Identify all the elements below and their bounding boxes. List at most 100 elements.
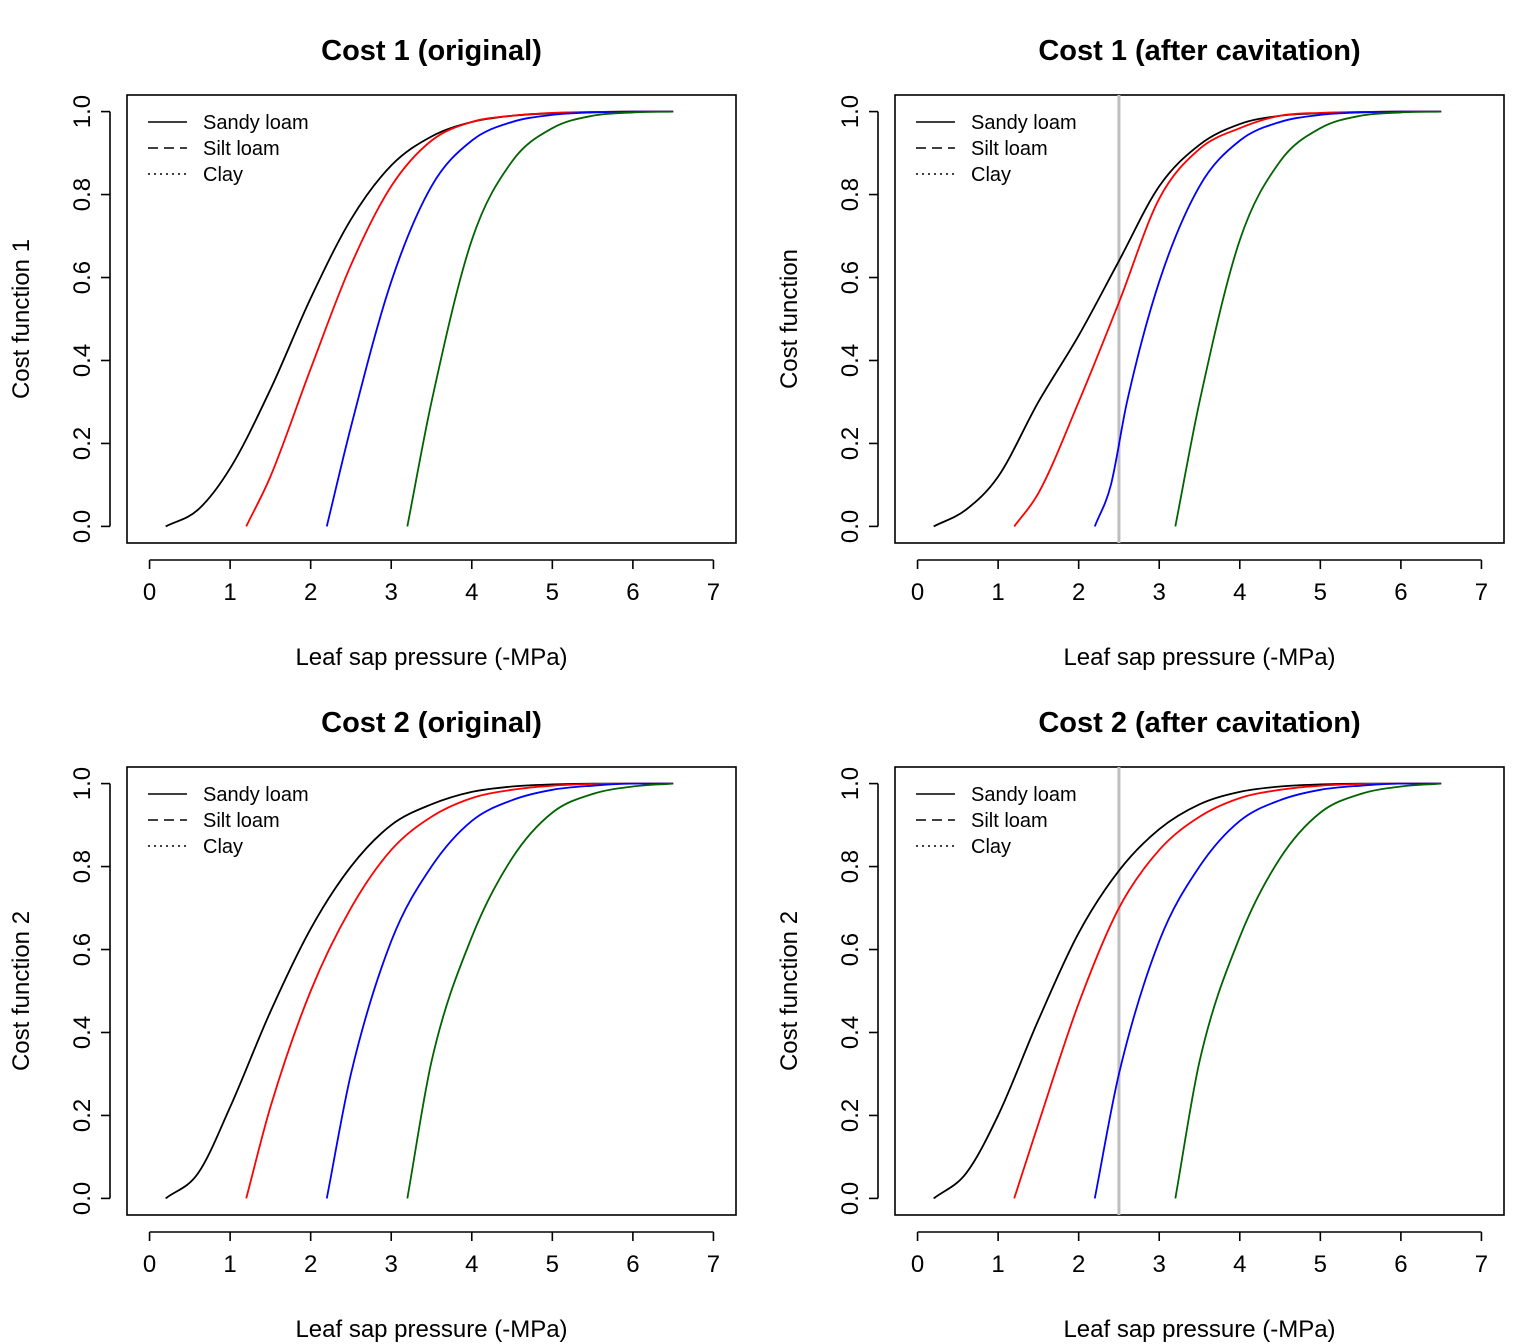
panel-2: Cost 1 (after cavitation) 0 1 2 3 4 5 6 7 Leaf sa… xyxy=(776,35,1505,671)
legend-label: Silt loam xyxy=(971,810,1048,832)
legend: Sandy loam Silt loam Clay xyxy=(916,784,1077,858)
x-tick-label: 1 xyxy=(223,579,236,606)
y-axis-label: Cost function 2 xyxy=(8,911,35,1071)
y-tick-label: 0.8 xyxy=(69,178,96,211)
y-tick-label: 0.0 xyxy=(837,1182,864,1215)
x-tick-label: 7 xyxy=(1475,579,1488,606)
panel-1: Cost 1 (original) 0 1 2 3 4 5 6 7 Leaf sap pressu… xyxy=(8,35,737,671)
y-tick-label: 0.4 xyxy=(837,344,864,377)
legend-label: Silt loam xyxy=(203,138,280,160)
y-tick-label: 0.8 xyxy=(69,850,96,883)
series-curve-3 xyxy=(325,110,674,527)
panel-title: Cost 1 (original) xyxy=(321,35,542,67)
plot-frame xyxy=(894,766,1505,1216)
x-tick-label: 3 xyxy=(1153,579,1166,606)
series-curve-4 xyxy=(406,110,674,527)
x-tick-label: 1 xyxy=(991,1251,1004,1278)
x-axis: 0 1 2 3 4 5 6 7 xyxy=(911,1231,1488,1278)
x-tick-label: 0 xyxy=(911,1251,924,1278)
x-tick-label: 2 xyxy=(304,1251,317,1278)
x-tick-label: 2 xyxy=(1072,1251,1085,1278)
legend-label: Sandy loam xyxy=(971,112,1077,134)
y-axis: 0.0 0.2 0.4 0.6 0.8 1.0 xyxy=(69,767,111,1215)
x-tick-label: 6 xyxy=(1394,1251,1407,1278)
y-tick-label: 1.0 xyxy=(837,767,864,800)
series-curve-3 xyxy=(1093,782,1442,1199)
plot-frame xyxy=(894,94,1505,544)
x-axis-label: Leaf sap pressure (-MPa) xyxy=(295,1316,567,1343)
legend: Sandy loam Silt loam Clay xyxy=(148,112,309,186)
x-tick-label: 5 xyxy=(546,1251,559,1278)
x-tick-label: 1 xyxy=(991,579,1004,606)
y-tick-label: 1.0 xyxy=(837,95,864,128)
y-tick-label: 0.4 xyxy=(69,1016,96,1049)
y-axis-label: Cost function 2 xyxy=(776,911,803,1071)
x-tick-label: 0 xyxy=(143,1251,156,1278)
x-tick-label: 7 xyxy=(707,1251,720,1278)
x-tick-label: 7 xyxy=(707,579,720,606)
y-axis-label: Cost function 1 xyxy=(8,239,35,399)
legend-label: Sandy loam xyxy=(203,784,309,806)
y-tick-label: 1.0 xyxy=(69,95,96,128)
x-tick-label: 5 xyxy=(546,579,559,606)
series-curve-4 xyxy=(1174,782,1442,1199)
x-axis: 0 1 2 3 4 5 6 7 xyxy=(143,559,720,606)
x-tick-label: 6 xyxy=(1394,579,1407,606)
series-curve-2 xyxy=(1013,782,1442,1199)
legend-label: Clay xyxy=(971,836,1011,858)
y-axis: 0.0 0.2 0.4 0.6 0.8 1.0 xyxy=(837,767,879,1215)
y-tick-label: 0.2 xyxy=(69,427,96,460)
x-tick-label: 0 xyxy=(143,579,156,606)
y-tick-label: 0.0 xyxy=(69,510,96,543)
y-tick-label: 0.6 xyxy=(69,261,96,294)
panel-4: Cost 2 (after cavitation) 0 1 2 3 4 5 6 7 Leaf sa… xyxy=(776,707,1505,1343)
plot-frame xyxy=(126,766,737,1216)
legend-label: Clay xyxy=(203,836,243,858)
panel-title: Cost 2 (after cavitation) xyxy=(1038,707,1360,739)
x-tick-label: 1 xyxy=(223,1251,236,1278)
x-tick-label: 7 xyxy=(1475,1251,1488,1278)
y-tick-label: 0.4 xyxy=(69,344,96,377)
x-tick-label: 4 xyxy=(1233,1251,1246,1278)
y-tick-label: 0.2 xyxy=(837,1099,864,1132)
legend-label: Clay xyxy=(203,164,243,186)
x-tick-label: 0 xyxy=(911,579,924,606)
y-axis-label: Cost function xyxy=(776,249,803,389)
legend: Sandy loam Silt loam Clay xyxy=(148,784,309,858)
x-tick-label: 2 xyxy=(1072,579,1085,606)
legend-label: Clay xyxy=(971,164,1011,186)
x-axis-label: Leaf sap pressure (-MPa) xyxy=(295,644,567,671)
x-axis: 0 1 2 3 4 5 6 7 xyxy=(911,559,1488,606)
x-axis: 0 1 2 3 4 5 6 7 xyxy=(143,1231,720,1278)
x-axis-label: Leaf sap pressure (-MPa) xyxy=(1063,1316,1335,1343)
x-tick-label: 6 xyxy=(626,1251,639,1278)
y-axis: 0.0 0.2 0.4 0.6 0.8 1.0 xyxy=(837,95,879,543)
legend: Sandy loam Silt loam Clay xyxy=(916,112,1077,186)
x-tick-label: 4 xyxy=(1233,579,1246,606)
plot-frame xyxy=(126,94,737,544)
y-tick-label: 0.6 xyxy=(69,933,96,966)
panel-title: Cost 2 (original) xyxy=(321,707,542,739)
y-tick-label: 0.2 xyxy=(69,1099,96,1132)
y-tick-label: 0.0 xyxy=(69,1182,96,1215)
x-tick-label: 4 xyxy=(465,1251,478,1278)
series-curve-4 xyxy=(406,782,674,1199)
legend-label: Silt loam xyxy=(971,138,1048,160)
y-axis: 0.0 0.2 0.4 0.6 0.8 1.0 xyxy=(69,95,111,543)
x-tick-label: 5 xyxy=(1314,1251,1327,1278)
series-curve-2 xyxy=(245,782,674,1199)
y-tick-label: 0.6 xyxy=(837,261,864,294)
x-tick-label: 2 xyxy=(304,579,317,606)
x-tick-label: 3 xyxy=(1153,1251,1166,1278)
legend-label: Silt loam xyxy=(203,810,280,832)
legend-label: Sandy loam xyxy=(203,112,309,134)
series-curve-3 xyxy=(1093,110,1442,527)
y-tick-label: 0.8 xyxy=(837,178,864,211)
x-tick-label: 3 xyxy=(385,579,398,606)
x-tick-label: 6 xyxy=(626,579,639,606)
y-tick-label: 0.2 xyxy=(837,427,864,460)
y-tick-label: 1.0 xyxy=(69,767,96,800)
legend-label: Sandy loam xyxy=(971,784,1077,806)
y-tick-label: 0.6 xyxy=(837,933,864,966)
